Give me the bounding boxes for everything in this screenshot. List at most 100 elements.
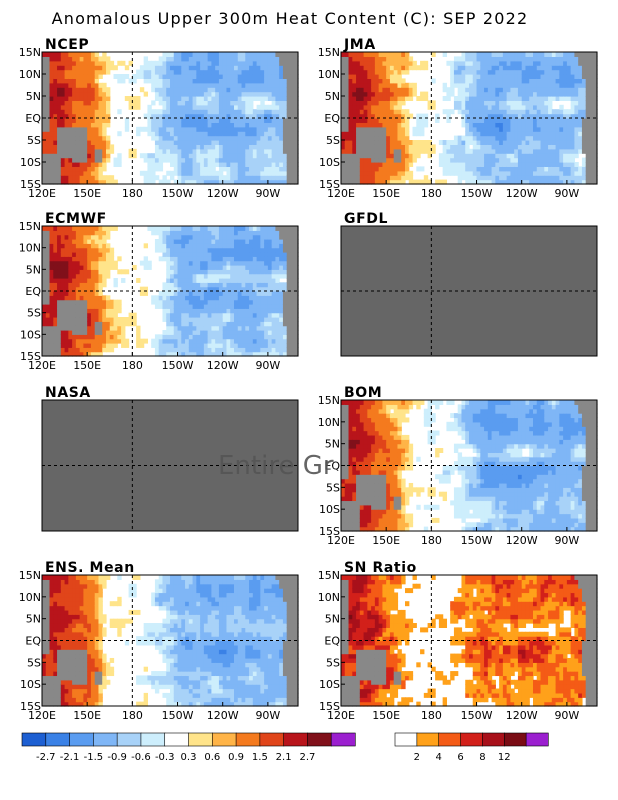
- heatmap-cell: [495, 144, 500, 150]
- heatmap-cell: [260, 87, 265, 93]
- heatmap-cell: [154, 109, 160, 115]
- heatmap-cell: [166, 273, 171, 279]
- heatmap-cell: [181, 334, 186, 340]
- heatmap-cell: [143, 113, 149, 119]
- heatmap-cell: [192, 148, 197, 154]
- heatmap-cell: [282, 157, 288, 163]
- heatmap-cell: [551, 157, 557, 163]
- heatmap-cell: [348, 118, 353, 123]
- heatmap-cell: [585, 140, 591, 145]
- heatmap-cell: [348, 52, 353, 57]
- heatmap-cell: [260, 65, 265, 71]
- heatmap-cell: [83, 308, 88, 314]
- heatmap-cell: [139, 170, 145, 176]
- heatmap-cell: [548, 162, 553, 167]
- heatmap-cell: [203, 144, 209, 150]
- heatmap-cell: [234, 96, 239, 101]
- heatmap-cell: [533, 166, 538, 172]
- heatmap-cell: [177, 308, 182, 314]
- heatmap-cell: [60, 166, 66, 172]
- heatmap-cell: [286, 113, 292, 119]
- heatmap-cell: [260, 131, 265, 137]
- heatmap-cell: [192, 351, 197, 357]
- heatmap-cell: [581, 135, 587, 141]
- heatmap-cell: [506, 162, 512, 167]
- heatmap-cell: [271, 135, 277, 141]
- heatmap-cell: [196, 321, 201, 327]
- heatmap-cell: [271, 113, 277, 119]
- heatmap-cell: [196, 179, 201, 185]
- heatmap-cell: [218, 265, 224, 270]
- heatmap-cell: [106, 273, 111, 279]
- heatmap-cell: [102, 179, 107, 185]
- heatmap-cell: [218, 252, 224, 257]
- heatmap-cell: [453, 96, 459, 101]
- heatmap-cell: [487, 113, 493, 119]
- heatmap-cell: [386, 56, 391, 62]
- heatmap-cell: [83, 118, 88, 123]
- heatmap-cell: [226, 351, 231, 357]
- heatmap-cell: [94, 144, 100, 150]
- heatmap-cell: [45, 135, 51, 141]
- heatmap-cell: [230, 226, 235, 231]
- heatmap-cell: [98, 299, 103, 305]
- heatmap-cell: [237, 338, 243, 344]
- heatmap-cell: [465, 69, 470, 75]
- heatmap-cell: [517, 179, 523, 185]
- heatmap-cell: [264, 148, 269, 154]
- heatmap-cell: [570, 56, 576, 62]
- heatmap-cell: [203, 282, 209, 288]
- heatmap-cell: [397, 91, 402, 97]
- heatmap-cell: [371, 148, 376, 154]
- heatmap-cell: [544, 140, 549, 145]
- heatmap-cell: [499, 56, 504, 62]
- heatmap-cell: [234, 153, 239, 159]
- heatmap-cell: [593, 157, 598, 163]
- heatmap-cell: [45, 243, 51, 249]
- heatmap-cell: [341, 109, 346, 115]
- heatmap-cell: [68, 118, 73, 123]
- heatmap-cell: [420, 144, 425, 150]
- heatmap-cell: [367, 69, 372, 75]
- heatmap-cell: [506, 153, 512, 159]
- heatmap-cell: [87, 243, 92, 249]
- heatmap-cell: [286, 96, 292, 101]
- heatmap-cell: [230, 179, 235, 185]
- heatmap-cell: [60, 87, 66, 93]
- heatmap-cell: [264, 78, 269, 84]
- heatmap-cell: [49, 87, 54, 93]
- x-tick-label: 150E: [73, 187, 101, 200]
- heatmap-cell: [241, 260, 246, 266]
- heatmap-cell: [90, 153, 96, 159]
- heatmap-cell: [106, 252, 111, 257]
- heatmap-cell: [465, 52, 470, 57]
- heatmap-cell: [514, 100, 519, 106]
- heatmap-cell: [465, 122, 470, 128]
- heatmap-cell: [389, 96, 395, 101]
- heatmap-cell: [75, 265, 81, 270]
- heatmap-cell: [102, 175, 107, 181]
- heatmap-cell: [389, 157, 395, 163]
- heatmap-cell: [282, 122, 288, 128]
- heatmap-cell: [106, 347, 111, 353]
- heatmap-cell: [453, 153, 459, 159]
- heatmap-cell: [200, 278, 205, 283]
- heatmap-cell: [574, 87, 579, 93]
- heatmap-cell: [252, 347, 258, 353]
- heatmap-cell: [480, 87, 485, 93]
- heatmap-cell: [559, 126, 564, 132]
- heatmap-cell: [57, 312, 62, 318]
- heatmap-cell: [348, 56, 353, 62]
- heatmap-cell: [215, 312, 220, 318]
- heatmap-cell: [502, 69, 508, 75]
- heatmap-cell: [397, 162, 402, 167]
- heatmap-cell: [181, 312, 186, 318]
- heatmap-cell: [570, 162, 576, 167]
- heatmap-cell: [506, 60, 512, 66]
- heatmap-cell: [359, 144, 365, 150]
- heatmap-cell: [200, 256, 205, 262]
- heatmap-cell: [211, 100, 216, 106]
- heatmap-cell: [53, 126, 58, 132]
- heatmap-cell: [495, 162, 500, 167]
- heatmap-cell: [514, 118, 519, 123]
